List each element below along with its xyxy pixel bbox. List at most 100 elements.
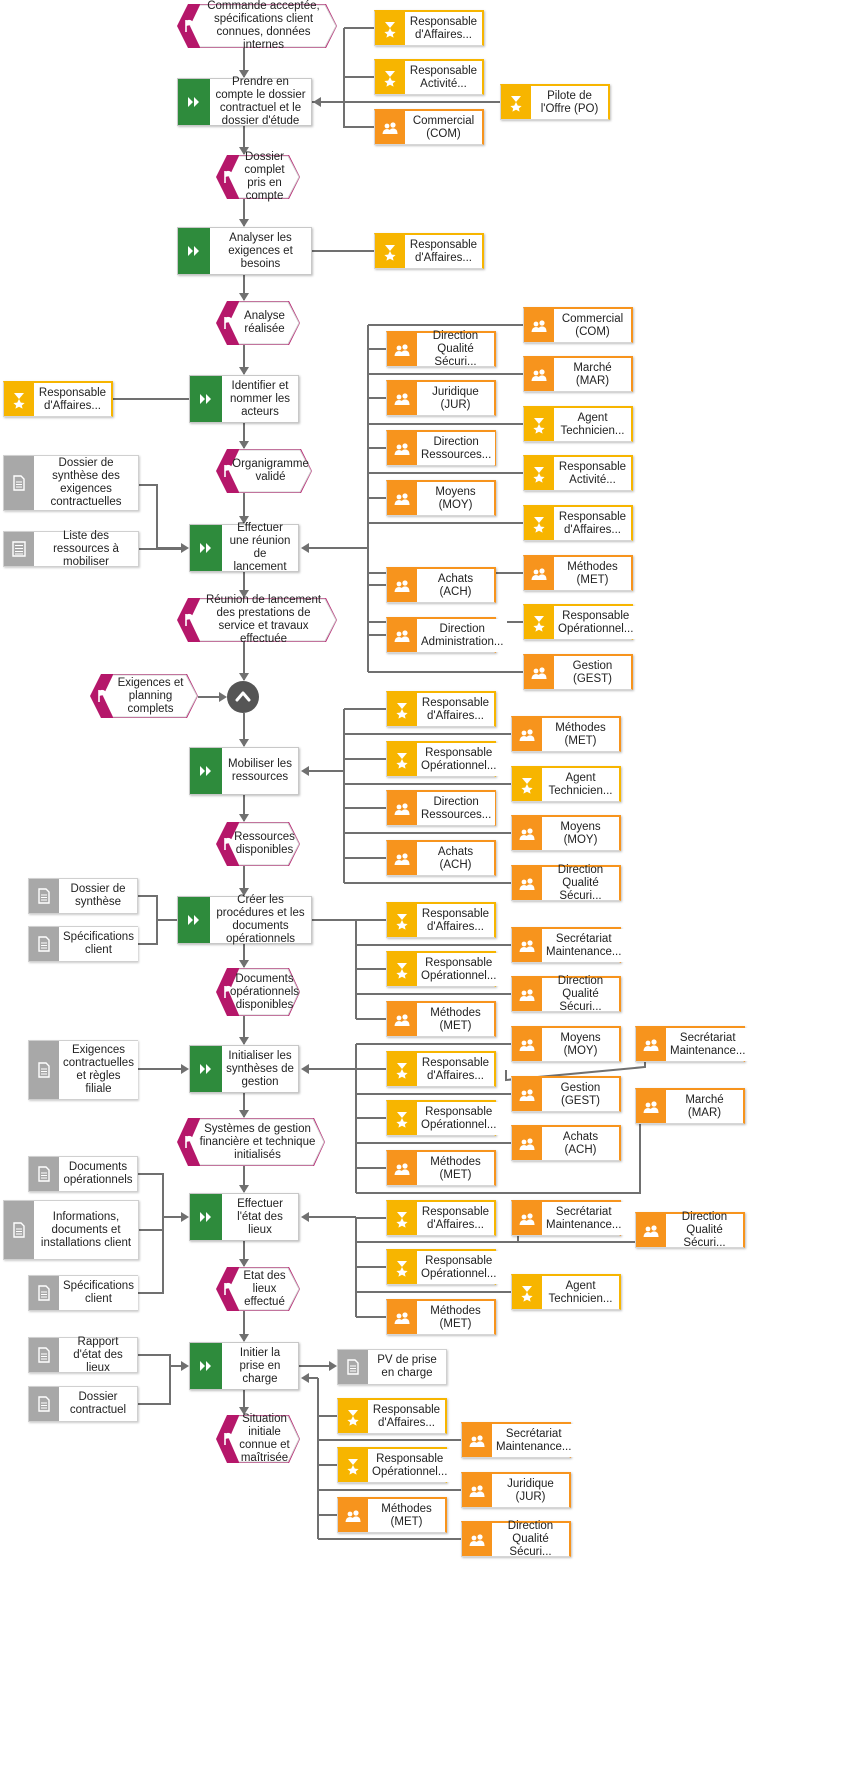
org-unit-r53[interactable]: Direction Qualité Sécuri... (461, 1520, 571, 1558)
arrowhead (301, 1373, 309, 1383)
role-r42[interactable]: Responsable d'Affaires... (386, 1200, 496, 1236)
event-e3[interactable]: Analyse réalisée (216, 301, 300, 345)
org-unit-r49[interactable]: Secrétariat Maintenance... (461, 1422, 576, 1458)
and-gate[interactable] (225, 679, 261, 715)
event-e7[interactable]: Ressources disponibles (216, 822, 300, 866)
role-r4[interactable]: Pilote de l'Offre (PO) (500, 84, 610, 120)
role-r46[interactable]: Agent Technicien... (511, 1274, 621, 1310)
connector-line (139, 484, 181, 549)
event-e4[interactable]: Organigramme validé (216, 449, 312, 493)
function-f5[interactable]: Mobiliser les ressources (189, 747, 299, 795)
double-chevron-right-icon (200, 1212, 211, 1222)
role-r50[interactable]: Responsable Opérationnel... (337, 1447, 452, 1483)
document-d1[interactable]: Dossier de synthèse des exigences contra… (3, 455, 139, 511)
org-unit-r51[interactable]: Juridique (JUR) (461, 1472, 571, 1508)
org-unit-people-icon (519, 939, 535, 952)
event-e1[interactable]: Commande acceptée, spécifications client… (177, 0, 337, 51)
event-e10[interactable]: Etat des lieux effectué (216, 1267, 300, 1311)
org-unit-r37[interactable]: Gestion (GEST) (511, 1076, 621, 1112)
event-e6[interactable]: Exigences et planning complets (90, 674, 198, 718)
role-r18[interactable]: Responsable Opérationnel... (523, 604, 638, 640)
org-unit-r20[interactable]: Gestion (GEST) (523, 654, 633, 690)
role-r48[interactable]: Responsable d'Affaires... (337, 1398, 447, 1434)
document-label: Dossier de synthèse des exigences contra… (34, 456, 138, 510)
org-unit-r52[interactable]: Méthodes (MET) (337, 1497, 447, 1533)
role-r5[interactable]: Responsable d'Affaires... (374, 233, 484, 269)
org-unit-r17[interactable]: Achats (ACH) (386, 567, 496, 603)
function-f9[interactable]: Initier la prise en charge (189, 1342, 299, 1390)
role-r13[interactable]: Responsable Activité... (523, 455, 633, 491)
org-unit-r22[interactable]: Méthodes (MET) (511, 716, 621, 752)
document-d9[interactable]: Rapport d'état des lieux (28, 1336, 138, 1374)
org-unit-r47[interactable]: Méthodes (MET) (386, 1299, 496, 1335)
role-r23[interactable]: Responsable Opérationnel... (386, 741, 501, 777)
org-unit-r35[interactable]: Secrétariat Maintenance... (635, 1026, 750, 1062)
org-unit-r32[interactable]: Direction Qualité Sécuri... (511, 975, 621, 1013)
org-unit-r14[interactable]: Moyens (MOY) (386, 480, 496, 516)
org-unit-r10[interactable]: Juridique (JUR) (386, 380, 496, 416)
org-unit-r19[interactable]: Direction Administration... (386, 617, 508, 653)
org-unit-icon-box (387, 382, 417, 415)
role-r2[interactable]: Responsable Activité... (374, 59, 484, 95)
flag-icon (185, 613, 196, 626)
document-d8[interactable]: Spécifications client (28, 1275, 138, 1311)
function-f8[interactable]: Effectuer l'état des lieux (189, 1193, 299, 1241)
document-d4[interactable]: Spécifications client (28, 926, 138, 962)
function-f3[interactable]: Identifier et nommer les acteurs (189, 375, 299, 423)
document-d7[interactable]: Informations, documents et installations… (3, 1200, 139, 1260)
role-r11[interactable]: Agent Technicien... (523, 406, 633, 442)
document-d5[interactable]: Exigences contractuelles et règles filia… (28, 1040, 138, 1100)
role-r45[interactable]: Responsable Opérationnel... (386, 1249, 501, 1285)
event-e5[interactable]: Réunion de lancement des prestations de … (177, 594, 337, 645)
role-r6[interactable]: Responsable d'Affaires... (3, 381, 113, 417)
document-d2[interactable]: Liste des ressources à mobiliser (3, 530, 139, 568)
role-r39[interactable]: Responsable Opérationnel... (386, 1100, 501, 1136)
org-unit-r43[interactable]: Secrétariat Maintenance... (511, 1200, 626, 1236)
function-f1[interactable]: Prendre en compte le dossier contractuel… (177, 76, 312, 127)
org-unit-r28[interactable]: Direction Qualité Sécuri... (511, 864, 621, 902)
org-unit-r40[interactable]: Achats (ACH) (511, 1125, 621, 1161)
function-f4[interactable]: Effectuer une réunion de lancement (189, 522, 299, 573)
org-unit-r33[interactable]: Méthodes (MET) (386, 1001, 496, 1037)
document-d11[interactable]: PV de prise en charge (337, 1349, 447, 1385)
role-r15[interactable]: Responsable d'Affaires... (523, 505, 633, 541)
event-e8[interactable]: Documents opérationnels disponibles (216, 968, 300, 1016)
org-unit-r8[interactable]: Direction Qualité Sécuri... (386, 330, 496, 368)
org-unit-r9[interactable]: Marché (MAR) (523, 356, 633, 392)
resource-label: Responsable d'Affaires... (417, 693, 494, 726)
org-unit-r34[interactable]: Moyens (MOY) (511, 1026, 621, 1062)
org-unit-r7[interactable]: Commercial (COM) (523, 307, 633, 343)
org-unit-r27[interactable]: Achats (ACH) (386, 840, 496, 876)
function-f2[interactable]: Analyser les exigences et besoins (177, 227, 312, 275)
org-unit-r3[interactable]: Commercial (COM) (374, 109, 484, 145)
event-e11[interactable]: Situation initiale connue et maîtrisée (216, 1413, 300, 1464)
role-r36[interactable]: Responsable d'Affaires... (386, 1051, 496, 1087)
document-d6[interactable]: Documents opérationnels (28, 1156, 138, 1192)
role-r1[interactable]: Responsable d'Affaires... (374, 10, 484, 46)
org-unit-r41[interactable]: Méthodes (MET) (386, 1150, 496, 1186)
role-r31[interactable]: Responsable Opérationnel... (386, 951, 501, 987)
org-unit-r38[interactable]: Marché (MAR) (635, 1088, 745, 1124)
org-unit-icon-box (512, 718, 542, 751)
function-label: Prendre en compte le dossier contractuel… (210, 76, 311, 127)
role-r24[interactable]: Agent Technicien... (511, 766, 621, 802)
document-d10[interactable]: Dossier contractuel (28, 1386, 138, 1422)
event-e2[interactable]: Dossier complet pris en compte (216, 151, 300, 202)
org-unit-r44[interactable]: Direction Qualité Sécuri... (635, 1211, 745, 1249)
document-icon (38, 936, 50, 952)
role-r29[interactable]: Responsable d'Affaires... (386, 902, 496, 938)
org-unit-r12[interactable]: Direction Ressources... (386, 430, 496, 466)
arrowhead (239, 219, 249, 227)
role-r21[interactable]: Responsable d'Affaires... (386, 691, 496, 727)
arrowhead (239, 441, 249, 449)
function-label: Effectuer une réunion de lancement (222, 522, 298, 573)
org-unit-r30[interactable]: Secrétariat Maintenance... (511, 927, 626, 963)
org-unit-r16[interactable]: Méthodes (MET) (523, 555, 633, 591)
resource-label: Méthodes (MET) (554, 557, 631, 590)
event-e9[interactable]: Systèmes de gestion financière et techni… (177, 1118, 325, 1166)
function-f7[interactable]: Initialiser les synthèses de gestion (189, 1045, 299, 1093)
function-f6[interactable]: Créer les procédures et les documents op… (177, 894, 312, 945)
org-unit-r26[interactable]: Moyens (MOY) (511, 815, 621, 851)
org-unit-r25[interactable]: Direction Ressources... (386, 790, 496, 826)
document-d3[interactable]: Dossier de synthèse (28, 878, 138, 914)
